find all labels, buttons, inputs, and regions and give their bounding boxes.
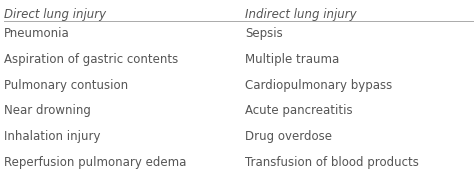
Text: Reperfusion pulmonary edema: Reperfusion pulmonary edema — [4, 156, 186, 169]
Text: Pulmonary contusion: Pulmonary contusion — [4, 79, 128, 92]
Text: Inhalation injury: Inhalation injury — [4, 130, 100, 143]
Text: Acute pancreatitis: Acute pancreatitis — [245, 104, 353, 117]
Text: Aspiration of gastric contents: Aspiration of gastric contents — [4, 53, 178, 66]
Text: Direct lung injury: Direct lung injury — [4, 8, 106, 21]
Text: Near drowning: Near drowning — [4, 104, 91, 117]
Text: Pneumonia: Pneumonia — [4, 27, 70, 40]
Text: Cardiopulmonary bypass: Cardiopulmonary bypass — [245, 79, 392, 92]
Text: Drug overdose: Drug overdose — [245, 130, 332, 143]
Text: Indirect lung injury: Indirect lung injury — [245, 8, 356, 21]
Text: Sepsis: Sepsis — [245, 27, 283, 40]
Text: Transfusion of blood products: Transfusion of blood products — [245, 156, 419, 169]
Text: Multiple trauma: Multiple trauma — [245, 53, 339, 66]
